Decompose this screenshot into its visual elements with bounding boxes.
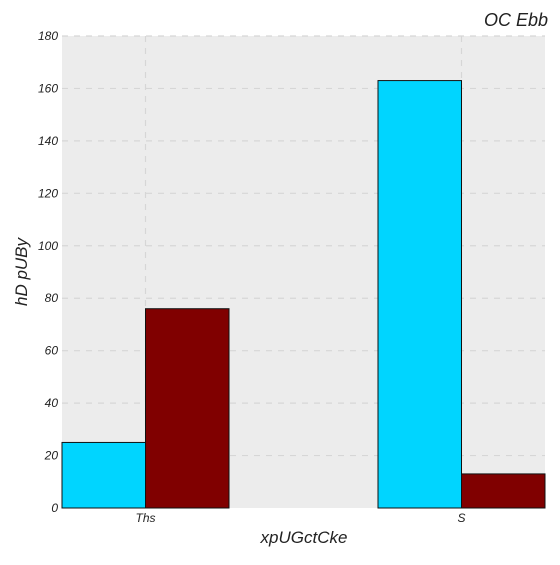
x-tick-label: Ths xyxy=(135,511,155,525)
bar-series-2-s xyxy=(461,473,546,509)
bar-series-1-ths xyxy=(61,441,146,509)
y-tick-labels: 0 20 40 60 80 100 120 140 160 180 xyxy=(38,29,58,515)
plot-area xyxy=(62,36,545,508)
y-tick-label: 120 xyxy=(38,186,58,200)
y-tick-label: 0 xyxy=(51,501,58,515)
y-axis-label: hD pUBy xyxy=(12,236,31,306)
bars xyxy=(61,80,546,509)
y-tick-label: 80 xyxy=(45,291,59,305)
chart-title: OC Ebb xyxy=(484,10,548,30)
y-tick-label: 20 xyxy=(44,449,59,463)
y-tick-label: 160 xyxy=(38,81,58,95)
y-tick-label: 180 xyxy=(38,29,58,43)
y-tick-label: 60 xyxy=(45,344,59,358)
y-tick-label: 140 xyxy=(38,134,58,148)
bar-series-1-s xyxy=(377,80,462,509)
bar-series-2-ths xyxy=(145,308,230,509)
x-axis-label: xpUGctCke xyxy=(260,528,348,547)
grid-lines xyxy=(62,35,545,508)
x-tick-labels: Ths S xyxy=(135,511,465,525)
y-tick-label: 100 xyxy=(38,239,58,253)
y-tick-label: 40 xyxy=(45,396,59,410)
x-tick-label: S xyxy=(457,511,465,525)
